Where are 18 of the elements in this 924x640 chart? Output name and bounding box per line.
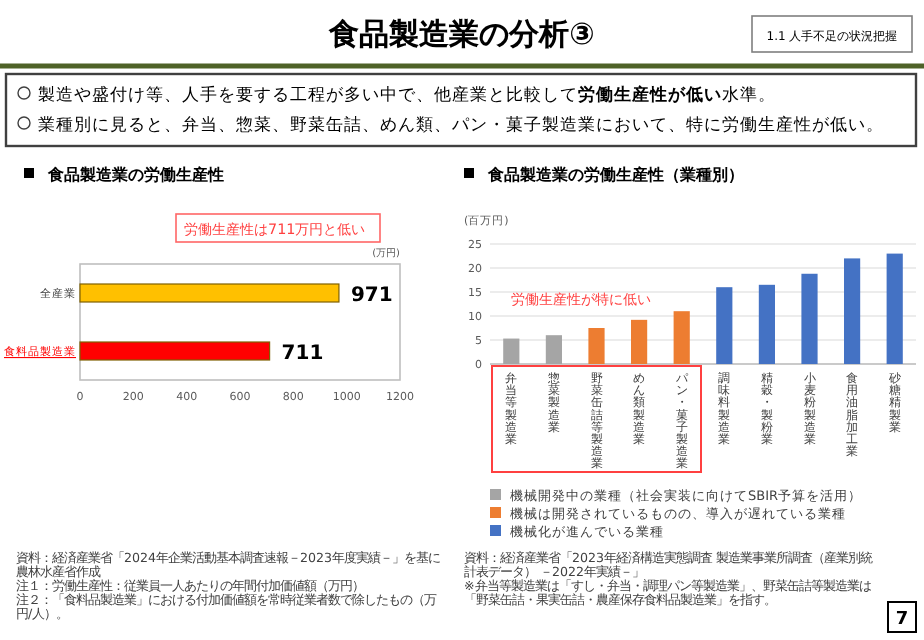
chart-title: 食品製造業の労働生産性（業種別） [486, 164, 744, 184]
data-label: 711 [281, 343, 324, 365]
chart-title: 食品製造業の労働生産性 [46, 164, 224, 184]
bar [503, 338, 520, 364]
text: 食品製造業の分析③ [327, 16, 595, 52]
bar [801, 273, 818, 364]
bar [588, 328, 605, 364]
bar [545, 335, 562, 364]
bar [844, 258, 861, 364]
text: 製造や盛付け等、人手を要する工程が多い中で、他産業と比較して労働生産性が低い水準。 [38, 84, 776, 106]
bar [716, 287, 733, 364]
bar [673, 311, 690, 364]
bar [886, 253, 903, 364]
bar [631, 319, 648, 364]
bar [758, 284, 775, 364]
text: 7 [895, 610, 909, 630]
data-label: 971 [350, 285, 393, 307]
text: 業種別に見ると、弁当、惣菜、野菜缶詰、めん類、パン・菓子製造業において、特に労働生産性が低い。 [38, 114, 884, 136]
